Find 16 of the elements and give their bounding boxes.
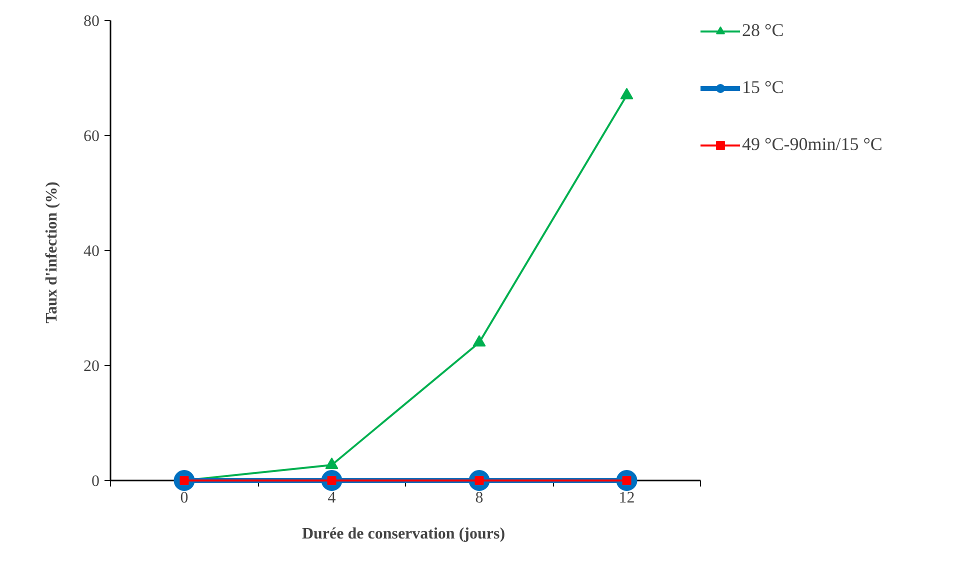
y-tick-label: 60	[84, 128, 100, 145]
x-tick-label: 12	[618, 490, 635, 506]
y-tick-label: 80	[84, 13, 100, 30]
x-tick-label: 8	[475, 490, 484, 506]
x-axis-title: Durée de conservation (jours)	[302, 526, 506, 542]
legend-label: 28 °C	[742, 20, 784, 41]
x-tick-label: 0	[180, 490, 188, 506]
y-tick-label: 40	[84, 243, 100, 260]
legend-label: 15 °C	[742, 77, 784, 98]
x-tick-label: 4	[328, 490, 336, 506]
point	[620, 88, 634, 100]
y-tick-label: 20	[84, 358, 100, 375]
point	[472, 335, 486, 346]
y-tick-label: 0	[92, 473, 100, 490]
y-axis-title: Taux d'infection (%)	[44, 182, 60, 324]
legend-label: 49 °C-90min/15 °C	[742, 134, 882, 155]
